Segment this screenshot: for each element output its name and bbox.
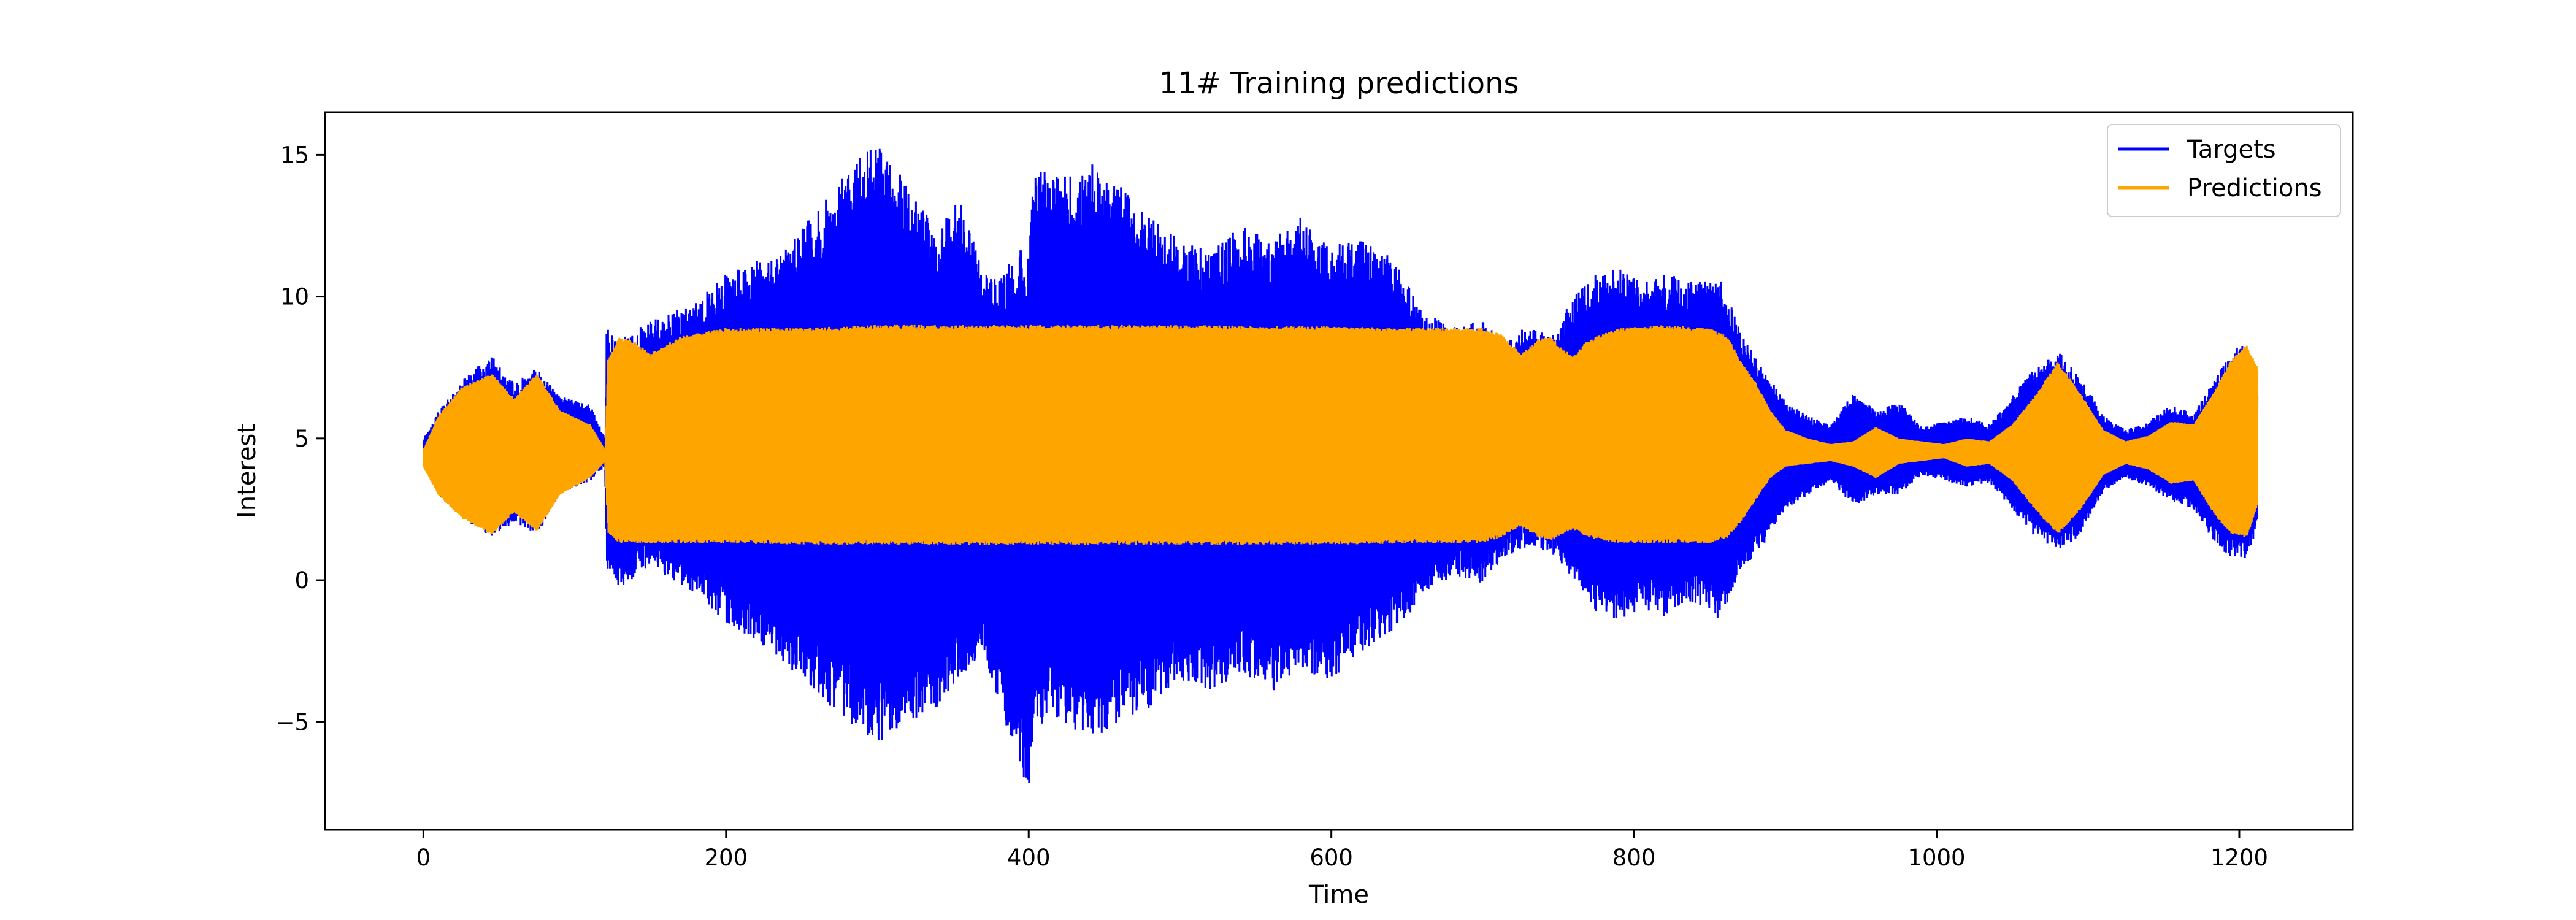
legend-label-predictions: Predictions [2187, 174, 2322, 202]
x-axis-label: Time [1308, 881, 1369, 909]
legend: Targets Predictions [2107, 124, 2341, 217]
x-tick-label: 1000 [1907, 845, 1965, 871]
y-tick-label: 15 [280, 142, 309, 168]
x-tick-label: 0 [416, 845, 431, 871]
chart-title: 11# Training predictions [1159, 66, 1519, 101]
x-tick-label: 1200 [2210, 845, 2268, 871]
x-axis: 0 200 400 600 800 1000 1200 [416, 830, 2268, 871]
x-tick-label: 600 [1309, 845, 1353, 871]
y-tick-label: 10 [280, 284, 309, 310]
series-line-targets [422, 148, 2259, 783]
plot-frame [324, 111, 2354, 831]
series-layer [422, 148, 2259, 783]
y-axis-label: Interest [233, 424, 261, 518]
series-line-predictions [422, 324, 2259, 545]
y-tick-label: 0 [294, 567, 309, 594]
y-axis: −5 0 5 10 15 [275, 142, 325, 735]
y-tick-label: −5 [275, 709, 309, 735]
y-tick-label: 5 [294, 426, 309, 452]
x-tick-label: 400 [1007, 845, 1051, 871]
x-tick-label: 800 [1612, 845, 1656, 871]
legend-label-targets: Targets [2187, 136, 2276, 164]
x-tick-label: 200 [704, 845, 748, 871]
